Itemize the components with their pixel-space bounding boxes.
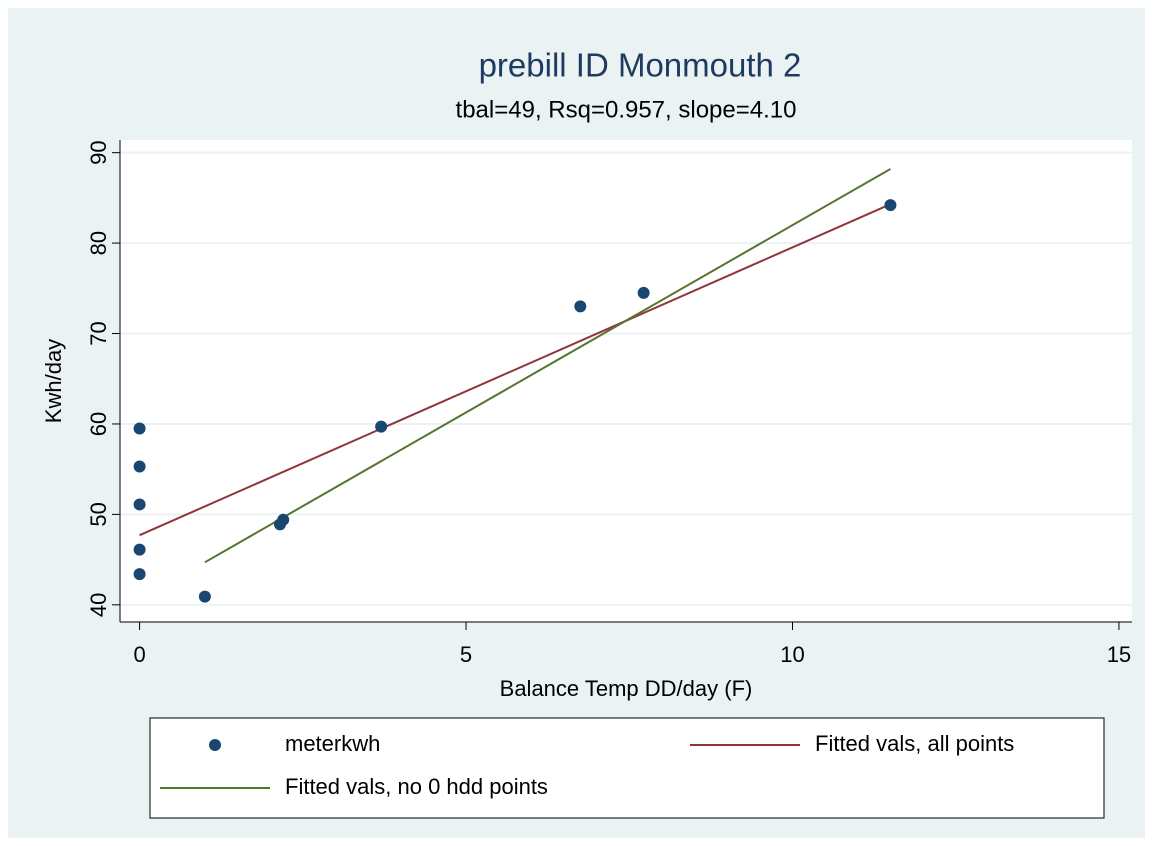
chart-subtitle: tbal=49, Rsq=0.957, slope=4.10 [456,96,797,123]
data-point [133,460,146,473]
y-tick-label: 70 [86,321,111,345]
y-tick-label: 80 [86,231,111,255]
legend [149,717,1105,819]
data-point [133,498,146,511]
data-point [637,286,650,299]
plot-area [120,140,1132,622]
legend-label: Fitted vals, no 0 hdd points [285,774,548,799]
data-point [574,300,587,313]
legend-swatch [209,739,221,751]
data-point [277,513,290,526]
data-point [133,422,146,435]
data-point [884,199,897,212]
y-tick-label: 40 [86,593,111,617]
y-tick-label: 50 [86,502,111,526]
y-tick-label: 60 [86,412,111,436]
fit-line [139,203,891,537]
y-tick-label: 90 [86,140,111,164]
x-axis-label: Balance Temp DD/day (F) [500,676,753,701]
data-point [133,543,146,556]
data-point [133,568,146,581]
legend-label: Fitted vals, all points [815,731,1014,756]
chart-title: prebill ID Monmouth 2 [479,47,802,84]
x-tick-label: 15 [1107,642,1131,667]
x-tick-label: 0 [133,642,145,667]
fit-line [204,168,891,564]
data-point [198,590,211,603]
x-tick-label: 5 [460,642,472,667]
data-point [375,420,388,433]
x-tick-label: 10 [780,642,804,667]
legend-label: meterkwh [285,731,380,756]
y-axis-label: Kwh/day [41,339,66,423]
